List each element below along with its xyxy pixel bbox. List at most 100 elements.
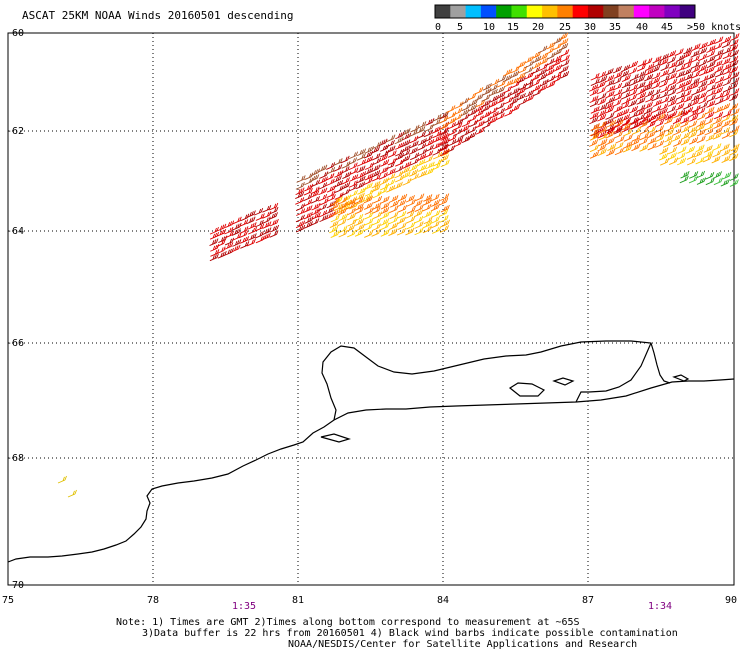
wind-barb (690, 55, 700, 63)
wind-barb (416, 131, 426, 139)
wind-barb (474, 87, 484, 95)
wind-barb (496, 91, 506, 100)
wind-barb (655, 134, 665, 143)
wind-barb (636, 97, 646, 105)
wind-barb (559, 43, 569, 51)
map-title: ASCAT 25KM NOAA Winds 20160501 descendin… (22, 9, 294, 22)
wind-barb (722, 36, 732, 44)
wind-barb (246, 238, 256, 247)
wind-barb (614, 147, 624, 156)
colorbar-swatch (587, 5, 604, 18)
wind-barb (345, 202, 356, 210)
wind-barb (417, 121, 427, 129)
wind-barb (630, 138, 640, 146)
wind-barb (680, 170, 690, 179)
wind-barb (651, 88, 661, 97)
wind-barb (682, 89, 692, 98)
wind-barb (356, 159, 367, 167)
wind-barb (389, 211, 399, 220)
wind-barb (636, 75, 646, 83)
wind-barb (326, 166, 336, 175)
wind-barb (418, 164, 428, 172)
wind-barb (640, 115, 650, 123)
wind-barb (643, 101, 653, 110)
colorbar-swatch (572, 5, 589, 18)
lon-label: 78 (147, 595, 159, 606)
wind-barb (468, 98, 479, 107)
wind-barb (713, 126, 723, 135)
wind-barb (675, 59, 685, 68)
wind-barb (674, 48, 684, 56)
wind-barb (210, 244, 220, 252)
wind-barb (511, 104, 521, 112)
wind-barb (432, 130, 442, 139)
wind-barb (262, 205, 272, 213)
wind-barb (605, 112, 615, 120)
wind-barb (224, 242, 234, 250)
wind-barb (405, 194, 415, 203)
lat-label: -68 (6, 453, 24, 464)
wind-barb (729, 44, 739, 52)
wind-barb (516, 72, 526, 80)
wind-barb (676, 92, 686, 100)
wind-barb (538, 84, 548, 92)
wind-barb (683, 57, 693, 66)
wind-barb (613, 71, 623, 79)
wind-barb (631, 133, 641, 142)
wind-barb (406, 206, 416, 214)
wind-barb (423, 134, 433, 143)
coastline-mainland (7, 378, 735, 563)
wind-barb (689, 109, 699, 117)
wind-barb (511, 91, 521, 100)
wind-barb (524, 66, 534, 75)
wind-barb (231, 244, 241, 253)
wind-barb (681, 131, 691, 140)
wind-barb (400, 166, 411, 175)
wind-barb (688, 175, 698, 184)
wind-barb (729, 129, 739, 138)
wind-barb (722, 51, 732, 60)
wind-barb (454, 118, 464, 126)
colorbar-border (434, 4, 696, 19)
wind-barb (722, 73, 732, 81)
wind-barb (691, 65, 701, 74)
wind-barb (589, 84, 599, 92)
wind-barb (239, 219, 249, 227)
wind-barb (423, 155, 433, 164)
wind-barb (393, 181, 403, 190)
wind-barb (57, 475, 67, 484)
wind-barb (396, 216, 406, 225)
wind-barb (333, 203, 343, 212)
wind-barb (348, 162, 358, 171)
wind-barb (497, 75, 507, 83)
wind-barb (645, 94, 655, 103)
wind-barb (354, 206, 364, 215)
wind-barb (372, 195, 383, 204)
wind-barb (467, 126, 477, 134)
wind-barb (598, 103, 608, 112)
wind-barb (628, 78, 638, 87)
wind-barb (511, 80, 521, 89)
wind-barb (395, 159, 405, 167)
wind-barb (639, 126, 649, 135)
wind-barb (302, 199, 313, 207)
wind-barb (386, 178, 396, 187)
wind-barb (397, 222, 407, 231)
wind-barb (363, 223, 373, 232)
wind-barb (623, 134, 633, 142)
wind-barb (355, 218, 365, 226)
wind-barb (691, 43, 701, 51)
colorbar-swatch (496, 5, 512, 18)
wind-barb (304, 172, 314, 181)
wind-barb (347, 218, 357, 227)
wind-barb (348, 189, 358, 198)
wind-barb (338, 229, 348, 238)
wind-barb (390, 200, 400, 208)
wind-barb (318, 210, 328, 218)
wind-barb (636, 64, 646, 72)
wind-barb (232, 222, 242, 231)
wind-barb (416, 126, 426, 134)
wind-barb (605, 74, 615, 83)
wind-barb (690, 94, 700, 102)
wind-barb (371, 173, 381, 182)
